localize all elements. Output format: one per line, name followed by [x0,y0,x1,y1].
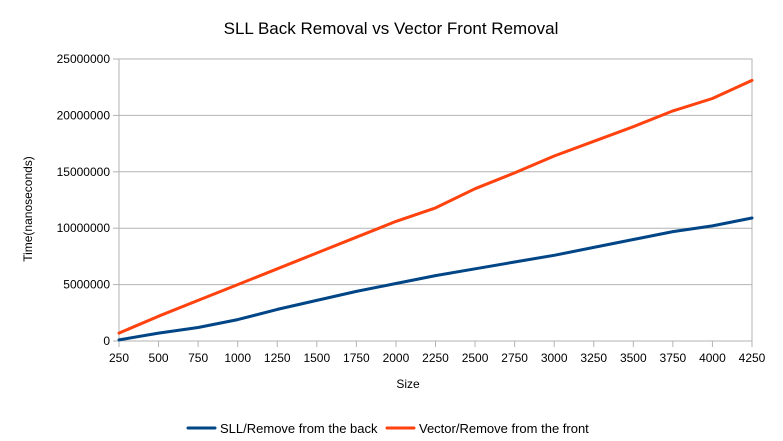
x-tick-label: 1250 [264,351,291,365]
legend-label-1: SLL/Remove from the back [220,421,378,436]
x-tick-label: 750 [188,351,208,365]
y-tick-label: 0 [103,334,110,348]
x-tick-label: 2000 [383,351,410,365]
x-tick-label: 2750 [501,351,528,365]
x-tick-label: 3000 [541,351,568,365]
y-tick-label: 20000000 [57,108,111,122]
series-line-2 [117,78,754,335]
y-tick-label: 15000000 [57,165,111,179]
x-tick-label: 1750 [343,351,370,365]
x-tick-label: 4000 [699,351,726,365]
series-lines [117,78,754,342]
series-line-1 [117,216,754,342]
x-axis-label: Size [396,377,420,391]
plot-frame [118,58,753,342]
x-tick-label: 250 [109,351,129,365]
x-axis-ticks: 250 500 750 1000 1250 1500 1750 2000 2250 2500 275… [109,341,766,365]
x-tick-label: 3500 [620,351,647,365]
y-tick-label: 25000000 [57,52,111,66]
legend-label-2: Vector/Remove from the front [419,421,589,436]
chart-title: SLL Back Removal vs Vector Front Removal [224,19,559,38]
x-tick-label: 3750 [660,351,687,365]
y-axis-ticks: 0 5000000 10000000 15000000 20000000 25000000 [57,52,119,348]
x-tick-label: 4250 [739,351,766,365]
x-tick-label: 1000 [224,351,251,365]
gridlines [119,58,752,342]
y-axis-label: Time(nanoseconds) [21,156,35,262]
x-tick-label: 1500 [303,351,330,365]
x-tick-label: 500 [149,351,169,365]
y-tick-label: 10000000 [57,221,111,235]
x-tick-label: 3250 [580,351,607,365]
x-tick-label: 2250 [422,351,449,365]
x-tick-label: 2500 [462,351,489,365]
y-tick-label: 5000000 [63,278,110,292]
legend: SLL/Remove from the back Vector/Remove fr… [186,421,589,436]
